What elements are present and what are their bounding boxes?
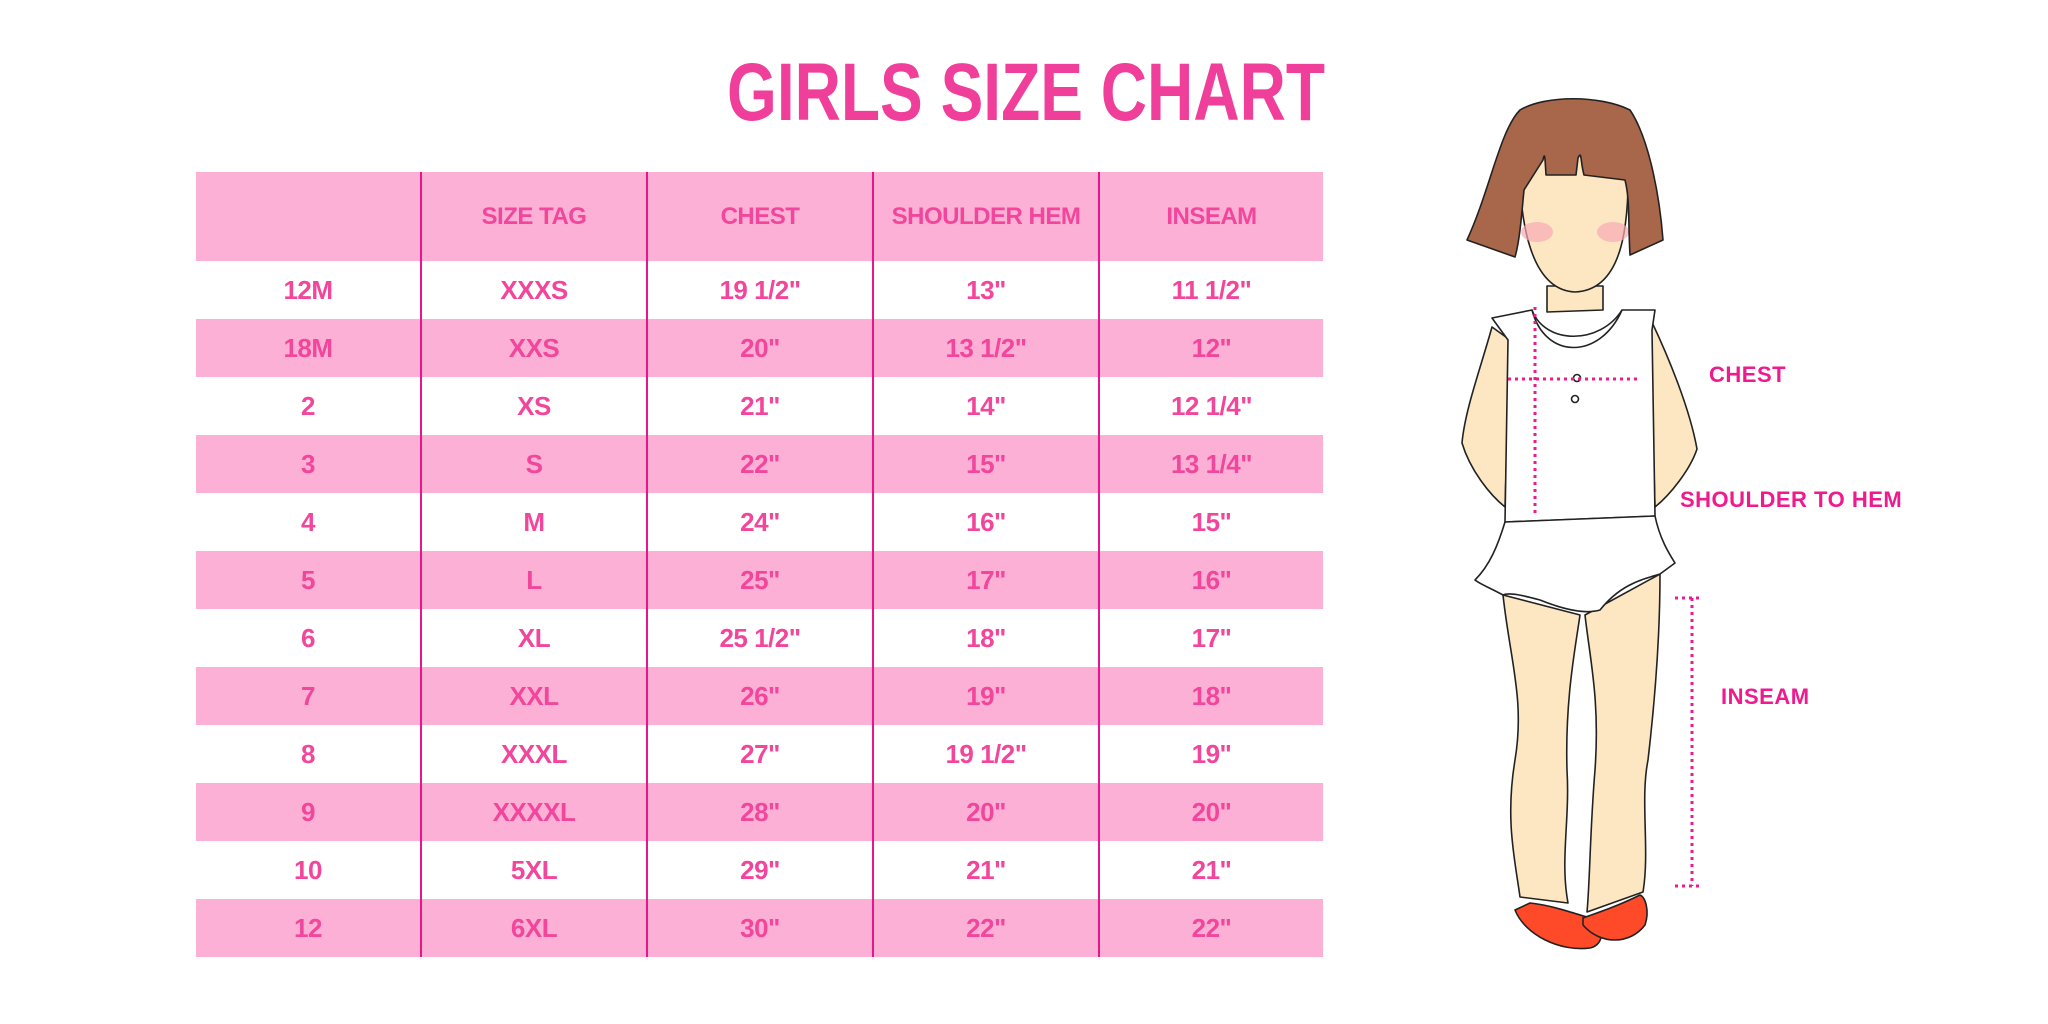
cell-age: 9	[301, 796, 315, 827]
cell-chest: 25"	[646, 551, 872, 609]
cell-inseam: 17"	[1098, 609, 1323, 667]
cell-inseam: 21"	[1098, 841, 1323, 899]
table-row: 9 XXXXL 28" 20" 20"	[196, 783, 1323, 841]
table-row: 4 M 24" 16" 15"	[196, 493, 1323, 551]
table-row: 8 XXXL 27" 19 1/2" 19"	[196, 725, 1323, 783]
cell-size-tag: S	[420, 435, 646, 493]
inseam-label: INSEAM	[1721, 684, 1810, 709]
cell-shoulder-hem: 17"	[872, 551, 1098, 609]
table-row: 6 XL 25 1/2" 18" 17"	[196, 609, 1323, 667]
title-text: GIRLS SIZE CHART	[727, 48, 1325, 128]
header-chest: CHEST	[646, 172, 872, 261]
left-arm	[1461, 326, 1511, 508]
cell-chest: 30"	[646, 899, 872, 957]
cell-shoulder-hem: 15"	[872, 435, 1098, 493]
size-table: SIZE TAG CHEST SHOULDER HEM INSEAM 12M XXXS 19…	[196, 172, 1323, 957]
table-row: 7 XXL 26" 19" 18"	[196, 667, 1323, 725]
cell-age: 6	[301, 622, 315, 653]
cell-shoulder-hem: 21"	[872, 841, 1098, 899]
cell-shoulder-hem: 18"	[872, 609, 1098, 667]
shoulder-to-hem-label: SHOULDER TO HEM	[1680, 487, 1903, 512]
right-shoe	[1582, 894, 1648, 941]
cell-chest: 22"	[646, 435, 872, 493]
cell-inseam: 15"	[1098, 493, 1323, 551]
cell-inseam: 13 1/4"	[1098, 435, 1323, 493]
table-row: 18M XXS 20" 13 1/2" 12"	[196, 319, 1323, 377]
cell-size-tag: M	[420, 493, 646, 551]
cell-chest: 29"	[646, 841, 872, 899]
chest-label: CHEST	[1709, 362, 1787, 387]
table-header: SIZE TAG CHEST SHOULDER HEM INSEAM	[196, 172, 1323, 261]
cell-age: 12	[294, 912, 322, 943]
cell-age: 12M	[283, 274, 333, 305]
cell-inseam: 22"	[1098, 899, 1323, 957]
table-row: 12M XXXS 19 1/2" 13" 11 1/2"	[196, 261, 1323, 319]
right-leg	[1584, 573, 1661, 913]
cell-chest: 20"	[646, 319, 872, 377]
table-row: 2 XS 21" 14" 12 1/4"	[196, 377, 1323, 435]
header-shoulder-hem: SHOULDER HEM	[872, 172, 1098, 261]
cell-inseam: 16"	[1098, 551, 1323, 609]
cell-age: 7	[301, 680, 315, 711]
cell-size-tag: L	[420, 551, 646, 609]
table-row: 12 6XL 30" 22" 22"	[196, 899, 1323, 957]
cell-size-tag: XXXL	[420, 725, 646, 783]
header-inseam: INSEAM	[1098, 172, 1323, 261]
cell-size-tag: 6XL	[420, 899, 646, 957]
left-leg	[1502, 594, 1581, 904]
cell-inseam: 12"	[1098, 319, 1323, 377]
hair	[1466, 98, 1664, 258]
cell-age: 5	[301, 564, 315, 595]
cell-chest: 26"	[646, 667, 872, 725]
cell-age: 2	[301, 390, 315, 421]
cell-inseam: 18"	[1098, 667, 1323, 725]
cell-chest: 19 1/2"	[646, 261, 872, 319]
table-row: 3 S 22" 15" 13 1/4"	[196, 435, 1323, 493]
cell-chest: 28"	[646, 783, 872, 841]
cell-size-tag: XXXXL	[420, 783, 646, 841]
cell-inseam: 19"	[1098, 725, 1323, 783]
right-arm	[1649, 317, 1698, 508]
cell-age: 18M	[283, 332, 333, 363]
cell-chest: 21"	[646, 377, 872, 435]
button	[1570, 394, 1580, 404]
cell-age: 8	[301, 738, 315, 769]
cell-shoulder-hem: 22"	[872, 899, 1098, 957]
shirt	[1491, 309, 1656, 523]
page-title: GIRLS SIZE CHART	[727, 48, 1325, 128]
cell-inseam: 20"	[1098, 783, 1323, 841]
cell-inseam: 12 1/4"	[1098, 377, 1323, 435]
cell-size-tag: XXS	[420, 319, 646, 377]
cell-size-tag: XS	[420, 377, 646, 435]
cell-size-tag: 5XL	[420, 841, 646, 899]
cell-age: 4	[301, 506, 315, 537]
cell-shoulder-hem: 19 1/2"	[872, 725, 1098, 783]
cell-inseam: 11 1/2"	[1098, 261, 1323, 319]
cell-shoulder-hem: 20"	[872, 783, 1098, 841]
cell-age: 10	[294, 854, 322, 885]
cell-size-tag: XXL	[420, 667, 646, 725]
cell-size-tag: XXXS	[420, 261, 646, 319]
cell-chest: 24"	[646, 493, 872, 551]
header-size-tag: SIZE TAG	[420, 172, 646, 261]
table-row: 10 5XL 29" 21" 21"	[196, 841, 1323, 899]
cell-chest: 27"	[646, 725, 872, 783]
cell-shoulder-hem: 13 1/2"	[872, 319, 1098, 377]
cell-shoulder-hem: 13"	[872, 261, 1098, 319]
cell-shoulder-hem: 14"	[872, 377, 1098, 435]
cell-shoulder-hem: 16"	[872, 493, 1098, 551]
cell-size-tag: XL	[420, 609, 646, 667]
table-row: 5 L 25" 17" 16"	[196, 551, 1323, 609]
cell-chest: 25 1/2"	[646, 609, 872, 667]
cell-shoulder-hem: 19"	[872, 667, 1098, 725]
cell-age: 3	[301, 448, 315, 479]
skirt	[1474, 515, 1676, 613]
